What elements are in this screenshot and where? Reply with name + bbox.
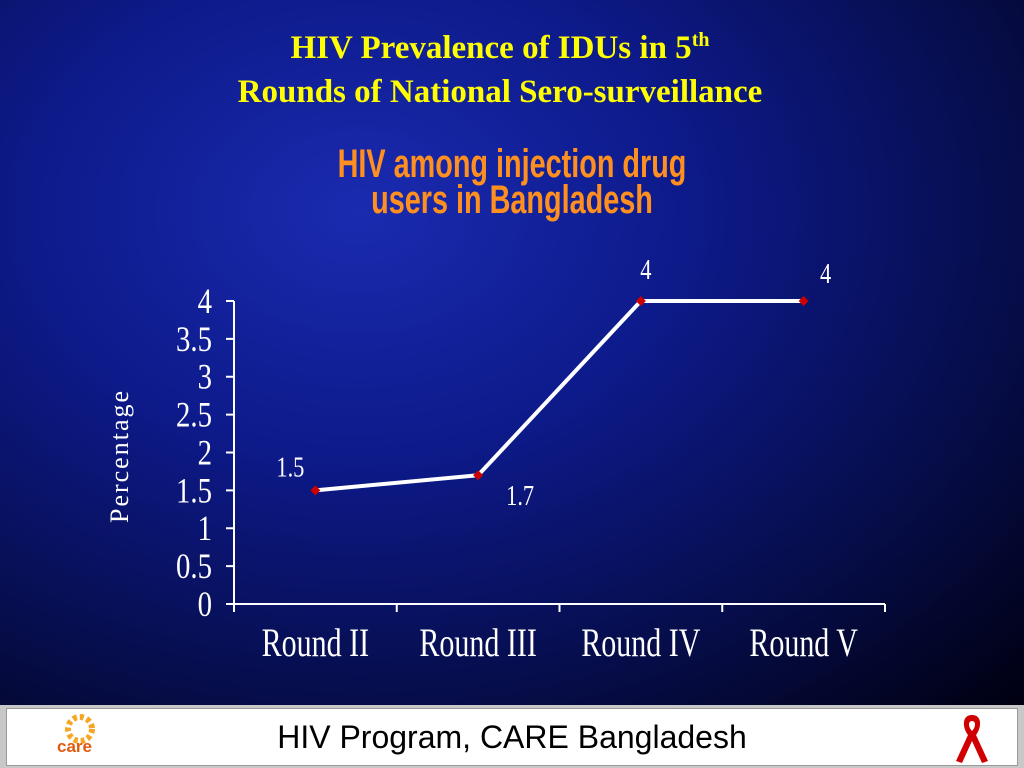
y-tick-label: 1 [198,509,212,549]
y-tick-label: 2.5 [176,396,212,436]
title-text: Rounds of National Sero-surveillance [237,74,763,110]
y-tick-label: 1.5 [176,471,212,511]
data-label: 4 [640,255,651,286]
logo-text: care [57,737,92,756]
x-tick-label: Round V [749,620,858,665]
title-text: HIV Prevalence of IDUs in 5 [290,30,692,66]
data-label: 4 [820,259,831,290]
y-axis-label: Percentage [105,389,134,523]
y-tick-label: 0.5 [176,547,212,587]
footer: care HIV Program, CARE Bangladesh [0,705,1024,768]
y-tick-label: 0 [198,585,212,625]
x-tick-label: Round IV [581,620,701,665]
title-superscript: th [691,29,710,51]
data-point [310,485,321,496]
y-tick-label: 2 [198,434,212,474]
data-point [635,296,646,306]
y-tick-label: 4 [198,282,212,322]
data-point [473,470,484,481]
x-tick-label: Round III [419,620,536,665]
x-tick-label: Round II [262,620,369,665]
footer-box: care HIV Program, CARE Bangladesh [6,708,1018,766]
data-point [798,296,809,306]
ribbon-icon [956,715,988,763]
chart-title: HIV among injection drug users in Bangla… [337,142,687,222]
slide-title: HIV Prevalence of IDUs in 5th Rounds of N… [0,18,1000,114]
data-line [315,299,804,493]
data-label: 1.7 [506,481,534,512]
logo-icon [65,714,95,744]
data-label: 1.5 [276,452,304,483]
y-tick-label: 3.5 [176,320,212,360]
footer-text: HIV Program, CARE Bangladesh [277,719,747,755]
slide: HIV Prevalence of IDUs in 5th Rounds of N… [0,0,1024,705]
y-tick-label: 3 [198,358,212,398]
